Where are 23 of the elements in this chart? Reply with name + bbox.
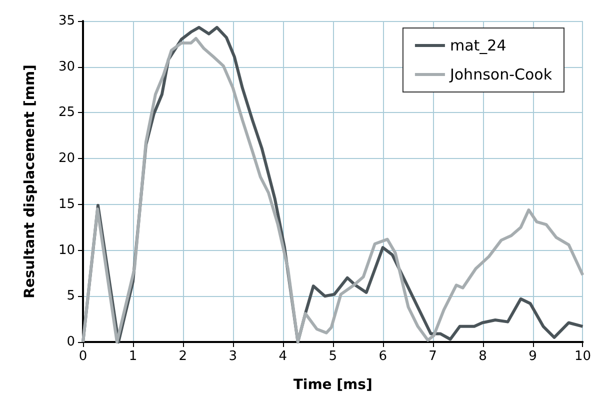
- y-axis-title: Resultant displacement [mm]: [22, 64, 38, 298]
- x-tick-label: 0: [78, 349, 88, 364]
- y-tick-label: 0: [66, 334, 75, 350]
- legend-label: mat_24: [450, 36, 506, 54]
- legend-label: Johnson-Cook: [448, 66, 552, 84]
- x-tick-label: 4: [278, 349, 288, 364]
- x-tick-label: 8: [478, 349, 487, 364]
- y-tick-label: 5: [66, 288, 75, 304]
- x-tick-label: 9: [528, 349, 537, 364]
- y-tick-label: 20: [58, 151, 75, 166]
- y-tick-label: 10: [58, 242, 75, 258]
- x-tick-label: 10: [574, 349, 591, 364]
- x-tick-label: 7: [428, 349, 437, 364]
- x-tick-label: 3: [228, 349, 238, 364]
- x-axis-title: Time [ms]: [293, 377, 372, 393]
- x-tick-label: 1: [128, 349, 138, 364]
- x-tick-label: 6: [378, 349, 387, 364]
- y-tick-label: 15: [58, 196, 75, 212]
- y-tick-label: 25: [58, 105, 75, 120]
- y-tick-label: 35: [58, 14, 75, 28]
- x-tick-label: 2: [178, 349, 188, 364]
- x-tick-label: 5: [328, 349, 338, 364]
- y-tick-label: 30: [58, 59, 75, 74]
